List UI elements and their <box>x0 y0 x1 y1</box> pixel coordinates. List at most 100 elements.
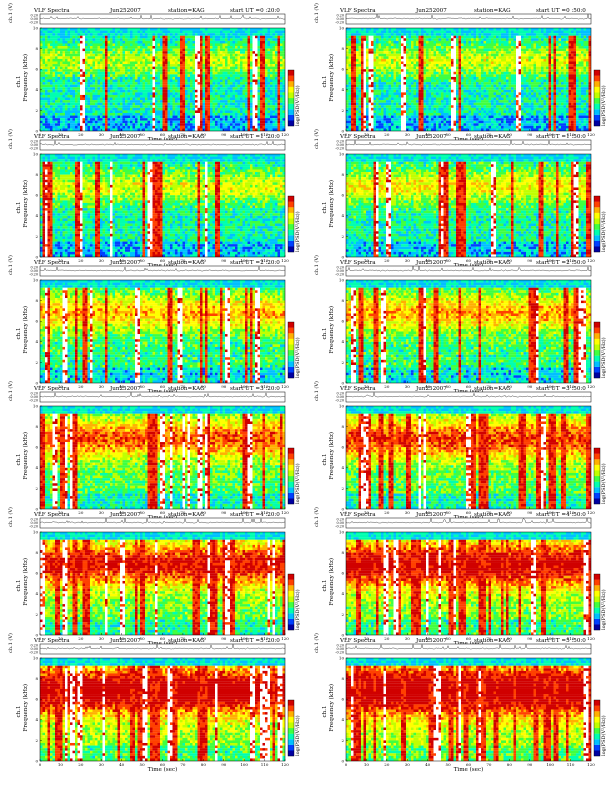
y-tick-label: 8 <box>341 424 344 429</box>
x-tick-label: 80 <box>201 132 207 137</box>
heatmap <box>40 154 286 258</box>
colorbar-label: log(PSD(V²/Hz)) <box>294 211 301 252</box>
x-tick-label: 80 <box>507 636 513 641</box>
x-tick-label: 0 <box>345 510 348 515</box>
panel-title: VLF Spectra <box>339 134 376 140</box>
waveform-tick-label: 0.20 <box>336 392 344 396</box>
x-axis-label: Time (sec) <box>454 136 484 143</box>
heatmap <box>40 280 286 384</box>
x-tick-label: 0 <box>39 510 42 515</box>
x-tick-label: 70 <box>486 384 492 389</box>
x-tick-label: 50 <box>140 762 146 767</box>
waveform-tick-label: 0.20 <box>336 644 344 648</box>
x-tick-label: 0 <box>39 636 42 641</box>
y-axis-label-channel: ch.1 <box>16 327 22 339</box>
y-tick-label: 4 <box>341 465 344 470</box>
panel-station: station=KAG <box>474 134 511 140</box>
panel-svg: VLF Spectra Jun252007 station=KAG start UT … <box>313 633 607 773</box>
x-tick-label: 30 <box>99 636 105 641</box>
waveform-trace <box>39 14 286 20</box>
x-tick-label: 70 <box>486 762 492 767</box>
x-tick-label: 40 <box>119 132 125 137</box>
x-axis-label: Time (sec) <box>454 388 484 395</box>
y-tick-label: 0 <box>35 380 38 385</box>
y-tick-label: 0 <box>35 758 38 763</box>
x-tick-label: 110 <box>261 636 269 641</box>
x-tick-label: 70 <box>180 258 186 263</box>
x-tick-label: 80 <box>201 384 207 389</box>
x-tick-label: 100 <box>546 762 554 767</box>
y-tick-label: 2 <box>341 108 344 113</box>
x-tick-label: 40 <box>119 384 125 389</box>
y-tick-label: 4 <box>35 87 38 92</box>
waveform-tick-label: -0.20 <box>335 399 344 403</box>
x-tick-label: 110 <box>261 384 269 389</box>
y-tick-label: 4 <box>341 339 344 344</box>
panel-start-time: start UT =4 :50:0 <box>536 512 586 518</box>
x-tick-label: 110 <box>567 636 575 641</box>
panel-station: station=KAG <box>168 512 205 518</box>
waveform-frame <box>345 517 592 529</box>
x-tick-label: 10 <box>58 636 64 641</box>
spectrogram-panel: VLF Spectra Jun252007 station=KAG start UT … <box>0 381 306 521</box>
x-tick-label: 90 <box>221 258 227 263</box>
panel-svg: VLF Spectra Jun252007 station=KAG start UT … <box>313 381 607 521</box>
x-tick-label: 80 <box>201 258 207 263</box>
panel-title: VLF Spectra <box>33 134 70 140</box>
x-tick-label: 40 <box>425 636 431 641</box>
x-axis-label: Time (sec) <box>148 262 178 269</box>
x-axis-label: Time (sec) <box>454 766 484 773</box>
waveform-tick-label: 0.20 <box>336 14 344 18</box>
x-axis-label: Time (sec) <box>148 640 178 647</box>
panel-title: VLF Spectra <box>339 512 376 518</box>
panel-svg: VLF Spectra Jun252007 station=KAG start UT … <box>7 129 301 269</box>
y-axis-label-frequency: Frequency (kHz) <box>22 180 29 228</box>
y-tick-label: 2 <box>341 738 344 743</box>
y-tick-label: 8 <box>341 676 344 681</box>
panel-svg: VLF Spectra Jun252007 station=KAG start UT … <box>7 3 301 143</box>
waveform-tick-label: 0.20 <box>30 14 38 18</box>
waveform-ylabel: ch.1 (V) <box>7 129 14 149</box>
waveform-trace <box>345 140 592 146</box>
y-tick-label: 0 <box>341 128 344 133</box>
waveform-tick-label: -0.20 <box>335 147 344 151</box>
panel-title: VLF Spectra <box>33 386 70 392</box>
waveform-trace <box>345 391 592 398</box>
x-tick-label: 120 <box>281 384 289 389</box>
y-axis-label-frequency: Frequency (kHz) <box>328 180 335 228</box>
waveform-frame <box>39 643 286 655</box>
x-tick-label: 80 <box>201 510 207 515</box>
x-tick-label: 20 <box>78 636 84 641</box>
colorbar <box>287 321 295 379</box>
waveform-trace <box>39 392 286 398</box>
x-tick-label: 30 <box>99 762 105 767</box>
panel-date: Jun252007 <box>415 638 447 644</box>
y-tick-label: 6 <box>341 193 344 198</box>
x-tick-label: 90 <box>221 510 227 515</box>
y-tick-label: 4 <box>35 591 38 596</box>
y-axis-label-frequency: Frequency (kHz) <box>22 432 29 480</box>
x-tick-label: 20 <box>78 132 84 137</box>
colorbar <box>287 699 295 757</box>
colorbar <box>593 195 601 253</box>
panel-start-time: start UT =1 :20:0 <box>230 134 280 140</box>
panel-date: Jun252007 <box>109 134 141 140</box>
colorbar <box>287 447 295 505</box>
x-axis-label: Time (sec) <box>148 514 178 521</box>
spectrogram-panel: VLF Spectra Jun252007 station=KAG start UT … <box>306 507 612 647</box>
y-tick-label: 10 <box>339 25 345 30</box>
waveform-tick-label: 0.20 <box>30 644 38 648</box>
waveform-tick-label: -0.20 <box>335 651 344 655</box>
x-tick-label: 70 <box>486 510 492 515</box>
waveform-tick-label: -0.20 <box>29 273 38 277</box>
x-tick-label: 20 <box>384 636 390 641</box>
y-axis-label-channel: ch.1 <box>322 75 328 87</box>
x-tick-label: 70 <box>486 258 492 263</box>
x-tick-label: 60 <box>466 258 472 263</box>
waveform-trace <box>345 14 592 20</box>
x-tick-label: 90 <box>221 384 227 389</box>
heatmap <box>40 28 286 132</box>
x-tick-label: 100 <box>546 132 554 137</box>
y-tick-label: 0 <box>341 758 344 763</box>
y-tick-label: 6 <box>35 319 38 324</box>
